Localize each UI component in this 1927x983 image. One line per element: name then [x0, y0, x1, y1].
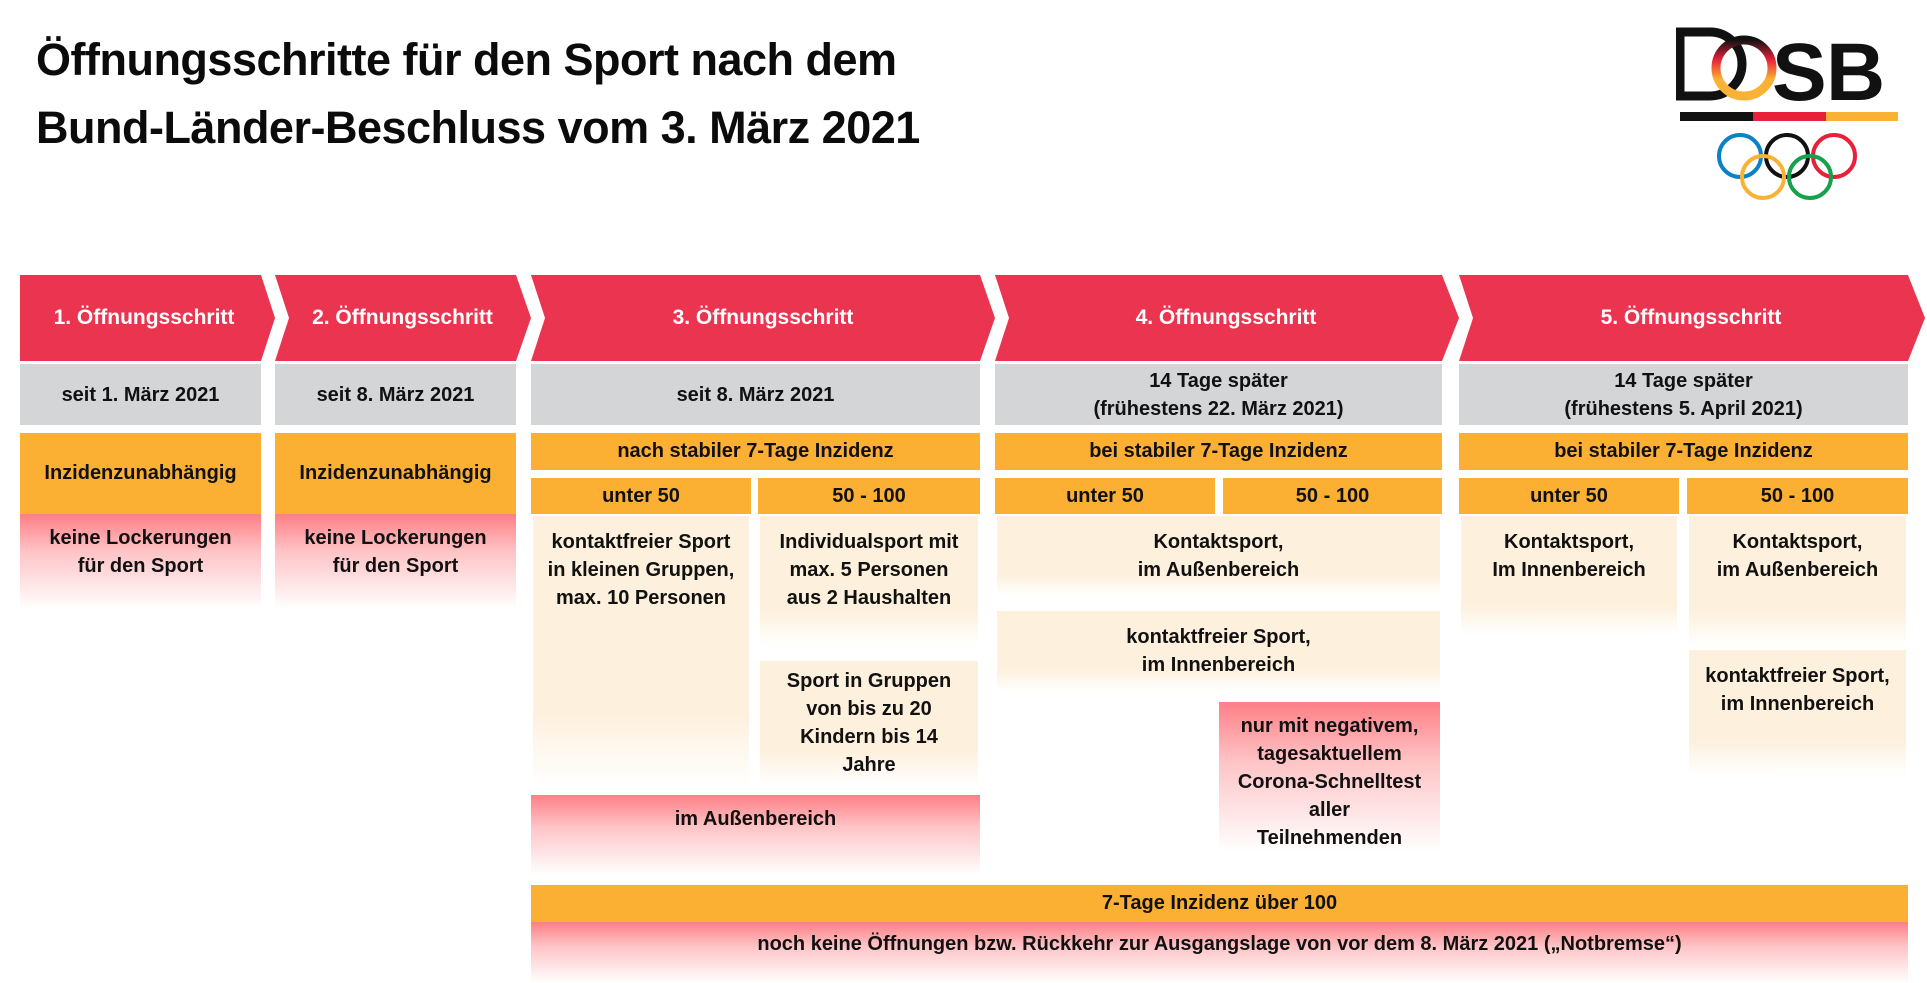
step-5-50-100: 50 - 100: [1687, 478, 1908, 514]
step-5-under-50: unter 50: [1459, 478, 1679, 514]
step-1-date: seit 1. März 2021: [20, 364, 261, 425]
step-1-incidence: Inzidenzunabhängig: [20, 433, 261, 514]
step-5-range-rule-1: Kontaktsport, im Außenbereich: [1689, 516, 1906, 646]
step-3-range-rule-1: Individualsport mit max. 5 Personen aus …: [760, 516, 978, 646]
step-5-date: 14 Tage später (frühestens 5. April 2021…: [1459, 364, 1908, 425]
step-5-incidence: bei stabiler 7-Tage Inzidenz: [1459, 433, 1908, 470]
step-4-rule-2: kontaktfreier Sport, im Innenbereich: [997, 611, 1440, 691]
step-4-50-100: 50 - 100: [1223, 478, 1442, 514]
step-5-under-50-rule: Kontaktsport, Im Innenbereich: [1461, 516, 1677, 636]
title-line-2: Bund-Länder-Beschluss vom 3. März 2021: [36, 102, 920, 153]
emergency-rule: noch keine Öffnungen bzw. Rückkehr zur A…: [531, 922, 1908, 983]
svg-text:B: B: [1826, 27, 1885, 118]
step-3-incidence: nach stabiler 7-Tage Inzidenz: [531, 433, 980, 470]
step-3-under-50: unter 50: [531, 478, 751, 514]
step-4-under-50: unter 50: [995, 478, 1215, 514]
step-2-date: seit 8. März 2021: [275, 364, 516, 425]
step-2-rule: keine Lockerungen für den Sport: [275, 514, 516, 609]
step-1-header: 1. Öffnungsschritt: [53, 306, 235, 329]
step-3-footer: im Außenbereich: [531, 795, 980, 875]
emergency-condition: 7-Tage Inzidenz über 100: [531, 885, 1908, 922]
step-1-rule: keine Lockerungen für den Sport: [20, 514, 261, 609]
step-3-50-100: 50 - 100: [758, 478, 980, 514]
step-4-test-note: nur mit negativem, tagesaktuellem Corona…: [1219, 702, 1440, 852]
step-3-header: 3. Öffnungsschritt: [672, 306, 854, 329]
step-2-incidence: Inzidenzunabhängig: [275, 433, 516, 514]
page-title: Öffnungsschritte für den Sport nach dem …: [36, 26, 920, 162]
step-2-header: 2. Öffnungsschritt: [312, 306, 493, 329]
step-4-date: 14 Tage später (frühestens 22. März 2021…: [995, 364, 1442, 425]
step-5-range-rule-2: kontaktfreier Sport, im Innenbereich: [1689, 650, 1906, 775]
step-4-rule-1: Kontaktsport, im Außenbereich: [997, 516, 1440, 596]
step-3-date: seit 8. März 2021: [531, 364, 980, 425]
step-5-header: 5. Öffnungsschritt: [1600, 306, 1782, 329]
step-4-incidence: bei stabiler 7-Tage Inzidenz: [995, 433, 1442, 470]
title-line-1: Öffnungsschritte für den Sport nach dem: [36, 34, 897, 85]
chevron-arrows: [20, 275, 1925, 361]
dosb-logo-icon: S B: [1676, 27, 1898, 200]
step-3-range-rule-2: Sport in Gruppen von bis zu 20 Kindern b…: [760, 661, 978, 786]
step-4-header: 4. Öffnungsschritt: [1135, 306, 1317, 329]
step-3-under-50-rule: kontaktfreier Sport in kleinen Gruppen, …: [533, 516, 749, 786]
svg-text:S: S: [1772, 27, 1827, 118]
